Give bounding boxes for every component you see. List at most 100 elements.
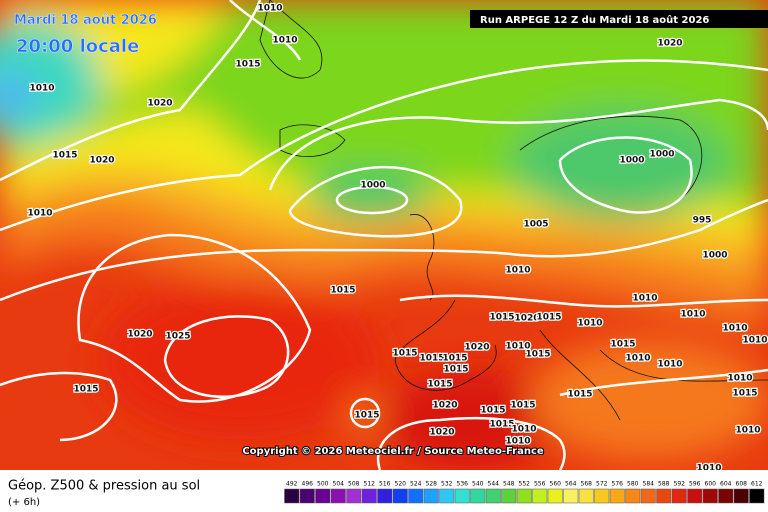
isobar-label: 1020 [89,156,114,166]
scale-label: 580 [627,481,639,488]
isobar-label: 1015 [525,350,550,360]
scale-swatch [702,488,718,504]
scale-label: 496 [302,481,314,488]
isobar-label: 1010 [735,426,760,436]
isobar-label: 1010 [505,342,530,352]
scale-label: 592 [674,481,686,488]
isobar-label: 1020 [429,428,454,438]
isobar-label: 1020 [464,343,489,353]
isobar-label: 1015 [73,385,98,395]
scale-swatch [361,488,377,504]
scale-swatch [718,488,734,504]
isobar-label: 1000 [649,150,674,160]
isobar-label: 1010 [577,319,602,329]
isobar-label: 1010 [272,36,297,46]
isobar-label: 1010 [727,374,752,384]
scale-label: 552 [519,481,531,488]
scale-swatch [563,488,579,504]
scale-swatch [532,488,548,504]
isobar-label: 1010 [505,266,530,276]
scale-swatch [299,488,315,504]
scale-label: 608 [736,481,748,488]
scale-label: 520 [395,481,407,488]
scale-swatch [470,488,486,504]
isobar-label: 1015 [489,420,514,430]
scale-swatch [656,488,672,504]
isobar-label: 1015 [354,411,379,421]
scale-swatch [547,488,563,504]
isobar-label: 1000 [360,181,385,191]
isobar-label: 1010 [27,209,52,219]
isobar-label: 1000 [702,251,727,261]
run-info: Run ARPEGE 12 Z du Mardi 18 août 2026 [480,14,709,26]
isobar-label: 1010 [657,360,682,370]
scale-swatch [346,488,362,504]
isobar-label: 1015 [392,349,417,359]
isobar-label: 1010 [29,84,54,94]
isobar-label: 1015 [419,354,444,364]
legend-title: Géop. Z500 & pression au sol [8,479,200,494]
scale-swatch [392,488,408,504]
scale-swatch [749,488,765,504]
copyright: Copyright © 2026 Meteociel.fr / Source M… [242,446,544,457]
isobar-label: 1015 [489,313,514,323]
scale-label: 612 [751,481,763,488]
isobar-label: 1015 [732,389,757,399]
scale-label: 512 [364,481,376,488]
isobar-label: 1015 [443,365,468,375]
isobars [0,0,768,442]
scale-swatch [671,488,687,504]
scale-label: 572 [596,481,608,488]
isobar-label: 1010 [680,310,705,320]
scale-label: 564 [565,481,577,488]
color-scale: 492 496 500 504 508 512 516 520 524 528 532 536 540 5… [284,481,765,504]
legend-subtitle: (+ 6h) [8,497,40,508]
scale-swatch [609,488,625,504]
scale-label: 576 [612,481,624,488]
scale-swatch [516,488,532,504]
isobar-label: 1020 [514,314,539,324]
scale-swatch [687,488,703,504]
run-banner [470,10,768,28]
isobar-label: 1020 [657,39,682,49]
scale-label: 504 [333,481,345,488]
scale-swatch [330,488,346,504]
isobar-label: 1010 [511,425,536,435]
scale-swatch [315,488,331,504]
scale-swatch [578,488,594,504]
isobar-label: 1010 [257,4,282,14]
isobar-label: 1025 [165,332,190,342]
scale-label: 500 [317,481,329,488]
scale-label: 596 [689,481,701,488]
isobar-label: 1010 [625,354,650,364]
scale-swatch [454,488,470,504]
scale-swatch [377,488,393,504]
scale-swatch [640,488,656,504]
isobar-label: 1015 [330,286,355,296]
scale-label: 604 [720,481,732,488]
isobar-label: 1015 [610,340,635,350]
isobar-label: 1015 [567,390,592,400]
isobar-label: 1015 [536,313,561,323]
isobar-label: 1015 [480,406,505,416]
isobar-label: 1010 [722,324,747,334]
isobar-label: 1020 [147,99,172,109]
scale-label: 528 [426,481,438,488]
scale-swatch [625,488,641,504]
scale-label: 536 [457,481,469,488]
scale-label: 584 [643,481,655,488]
scale-label: 568 [581,481,593,488]
isobar-label: 1015 [52,151,77,161]
isobar-label: 1010 [505,437,530,447]
isobar-label: 1015 [427,380,452,390]
scale-swatch [501,488,517,504]
scale-label: 524 [410,481,422,488]
scale-swatch [485,488,501,504]
scale-label: 544 [488,481,500,488]
scale-label: 600 [705,481,717,488]
scale-swatch [423,488,439,504]
isobar-label: 1010 [742,336,767,346]
scale-swatch [284,488,300,504]
